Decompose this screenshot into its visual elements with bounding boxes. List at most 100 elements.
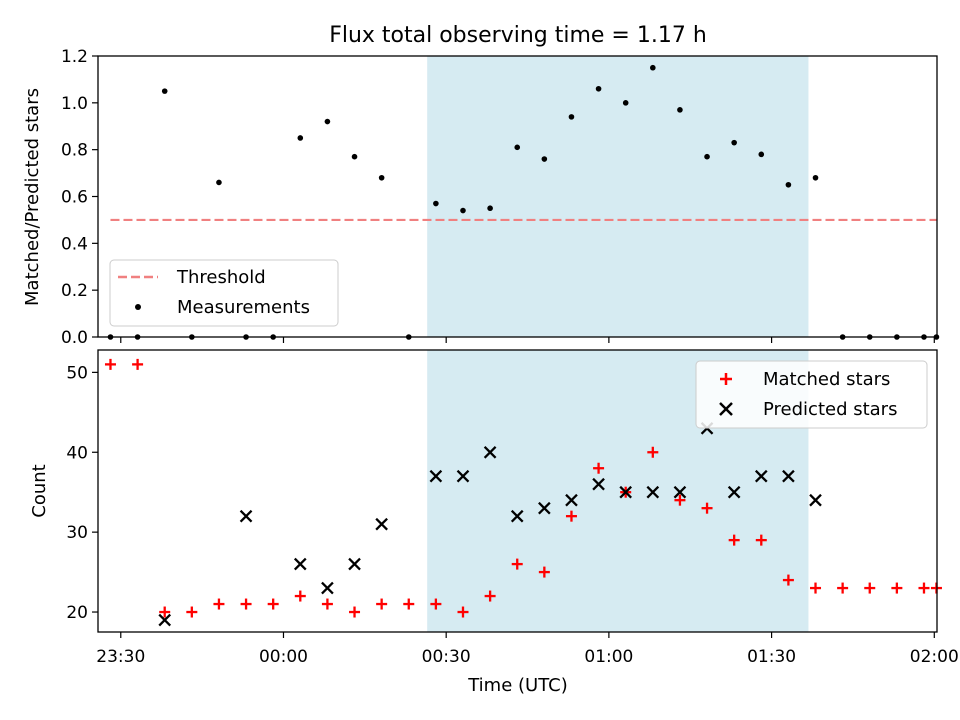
predicted-star-point — [782, 469, 795, 483]
measurement-point — [785, 181, 792, 188]
matched-star-point — [430, 598, 442, 610]
matched-star-point — [782, 574, 794, 586]
measurement-point — [514, 144, 521, 151]
ratio-y-tick-label: 0.8 — [61, 141, 88, 161]
matched-star-point — [457, 606, 469, 618]
time-x-tick-label: 01:30 — [747, 647, 796, 667]
ratio-y-tick-label: 1.0 — [61, 94, 88, 114]
legend-predicted-swatch — [719, 402, 733, 416]
predicted-star-point — [727, 485, 741, 499]
predicted-star-point — [293, 557, 307, 571]
time-x-tick-label: 01:00 — [584, 647, 633, 667]
count-panel-frame — [97, 349, 938, 633]
ratio-legend: Threshold Measurements — [109, 259, 339, 327]
measurement-point — [433, 200, 439, 207]
predicted-star-point — [375, 517, 388, 531]
matched-star-point — [891, 582, 903, 594]
predicted-star-point — [754, 469, 768, 483]
legend-measurements-label: Measurements — [177, 297, 310, 318]
measurement-point — [487, 205, 493, 212]
predicted-star-point — [619, 485, 633, 499]
measurement-point — [704, 153, 710, 160]
matched-star-point — [267, 598, 279, 610]
measurement-point — [568, 114, 575, 120]
predicted-star-point — [592, 477, 605, 491]
matched-star-point — [755, 534, 767, 546]
predicted-star-point — [429, 469, 443, 483]
measurement-point — [324, 118, 331, 125]
measurement-point — [216, 179, 222, 186]
matched-star-point — [240, 598, 252, 610]
predicted-star-point — [538, 501, 551, 515]
measurement-point — [460, 207, 466, 214]
ratio-panel: 0.0 0.2 0.4 0.6 0.8 1.0 1.2 Matched/Predicted … — [22, 47, 940, 348]
measurement-point — [595, 85, 602, 92]
measurement-point — [622, 100, 629, 106]
matched-star-point — [213, 598, 225, 610]
measurement-point — [297, 135, 304, 141]
measurement-point — [541, 156, 548, 162]
observing-window-shade — [427, 56, 809, 337]
matched-star-point — [864, 582, 876, 594]
predicted-star-point — [483, 445, 497, 459]
matched-star-point — [321, 598, 333, 610]
measurement-point — [351, 153, 358, 160]
matched-star-point — [484, 590, 496, 602]
ratio-y-tick-label: 1.2 — [61, 47, 88, 67]
measurement-point — [378, 174, 385, 181]
predicted-star-point — [809, 493, 822, 507]
matched-star-point — [593, 462, 605, 474]
matched-star-point — [647, 446, 659, 458]
matched-star-point — [376, 598, 388, 610]
matched-star-point — [837, 582, 849, 594]
ratio-y-axis: 0.0 0.2 0.4 0.6 0.8 1.0 1.2 — [61, 47, 98, 348]
matched-star-point — [186, 606, 198, 618]
time-x-axis: 23:30 00:00 00:30 01:00 01:30 02:00 — [96, 632, 959, 667]
predicted-star-point — [158, 613, 172, 627]
matched-star-point — [294, 590, 306, 602]
predicted-star-point — [565, 493, 578, 507]
predicted-star-point — [456, 469, 470, 483]
measurement-point — [161, 88, 168, 94]
legend-predicted-label: Predicted stars — [763, 399, 897, 420]
matched-star-point — [159, 606, 171, 618]
measurement-point — [758, 151, 765, 158]
measurement-point — [731, 139, 737, 146]
count-legend: Matched stars Predicted stars — [695, 360, 928, 429]
measurement-point — [677, 107, 683, 113]
predicted-star-point — [510, 509, 524, 523]
measurement-point — [812, 174, 819, 181]
ratio-y-tick-label: 0.6 — [61, 188, 88, 208]
predicted-star-point — [673, 485, 687, 499]
time-x-tick-label: 23:30 — [96, 647, 145, 667]
count-legend-box — [695, 360, 928, 429]
time-x-tick-label: 00:30 — [422, 647, 471, 667]
matched-star-point — [104, 358, 116, 370]
matched-star-point — [701, 502, 713, 514]
matched-star-point — [511, 558, 523, 570]
matched-star-point — [565, 510, 577, 522]
predicted-star-point — [348, 557, 361, 571]
count-y-axis: 20 30 40 50 — [66, 363, 98, 623]
ratio-y-tick-label: 0.0 — [61, 328, 88, 348]
ratio-x-ticks — [120, 337, 935, 343]
matched-star-point — [132, 358, 144, 370]
predicted-star-point — [321, 581, 334, 595]
x-axis-label: Time (UTC) — [467, 675, 568, 696]
ratio-y-tick-label: 0.2 — [61, 281, 88, 301]
matched-star-point — [349, 606, 361, 618]
legend-matched-label: Matched stars — [763, 369, 890, 390]
predicted-star-point — [646, 485, 660, 499]
measurement-point — [650, 64, 656, 71]
count-y-tick-label: 50 — [66, 363, 88, 383]
time-x-tick-label: 02:00 — [910, 647, 959, 667]
matched-star-point — [728, 534, 740, 546]
ratio-legend-box — [109, 259, 339, 327]
legend-measurements-swatch — [135, 304, 141, 310]
time-x-tick-label: 00:00 — [259, 647, 308, 667]
count-y-tick-label: 30 — [66, 523, 88, 543]
predicted-stars-points — [158, 421, 822, 627]
count-y-axis-label: Count — [29, 464, 50, 517]
